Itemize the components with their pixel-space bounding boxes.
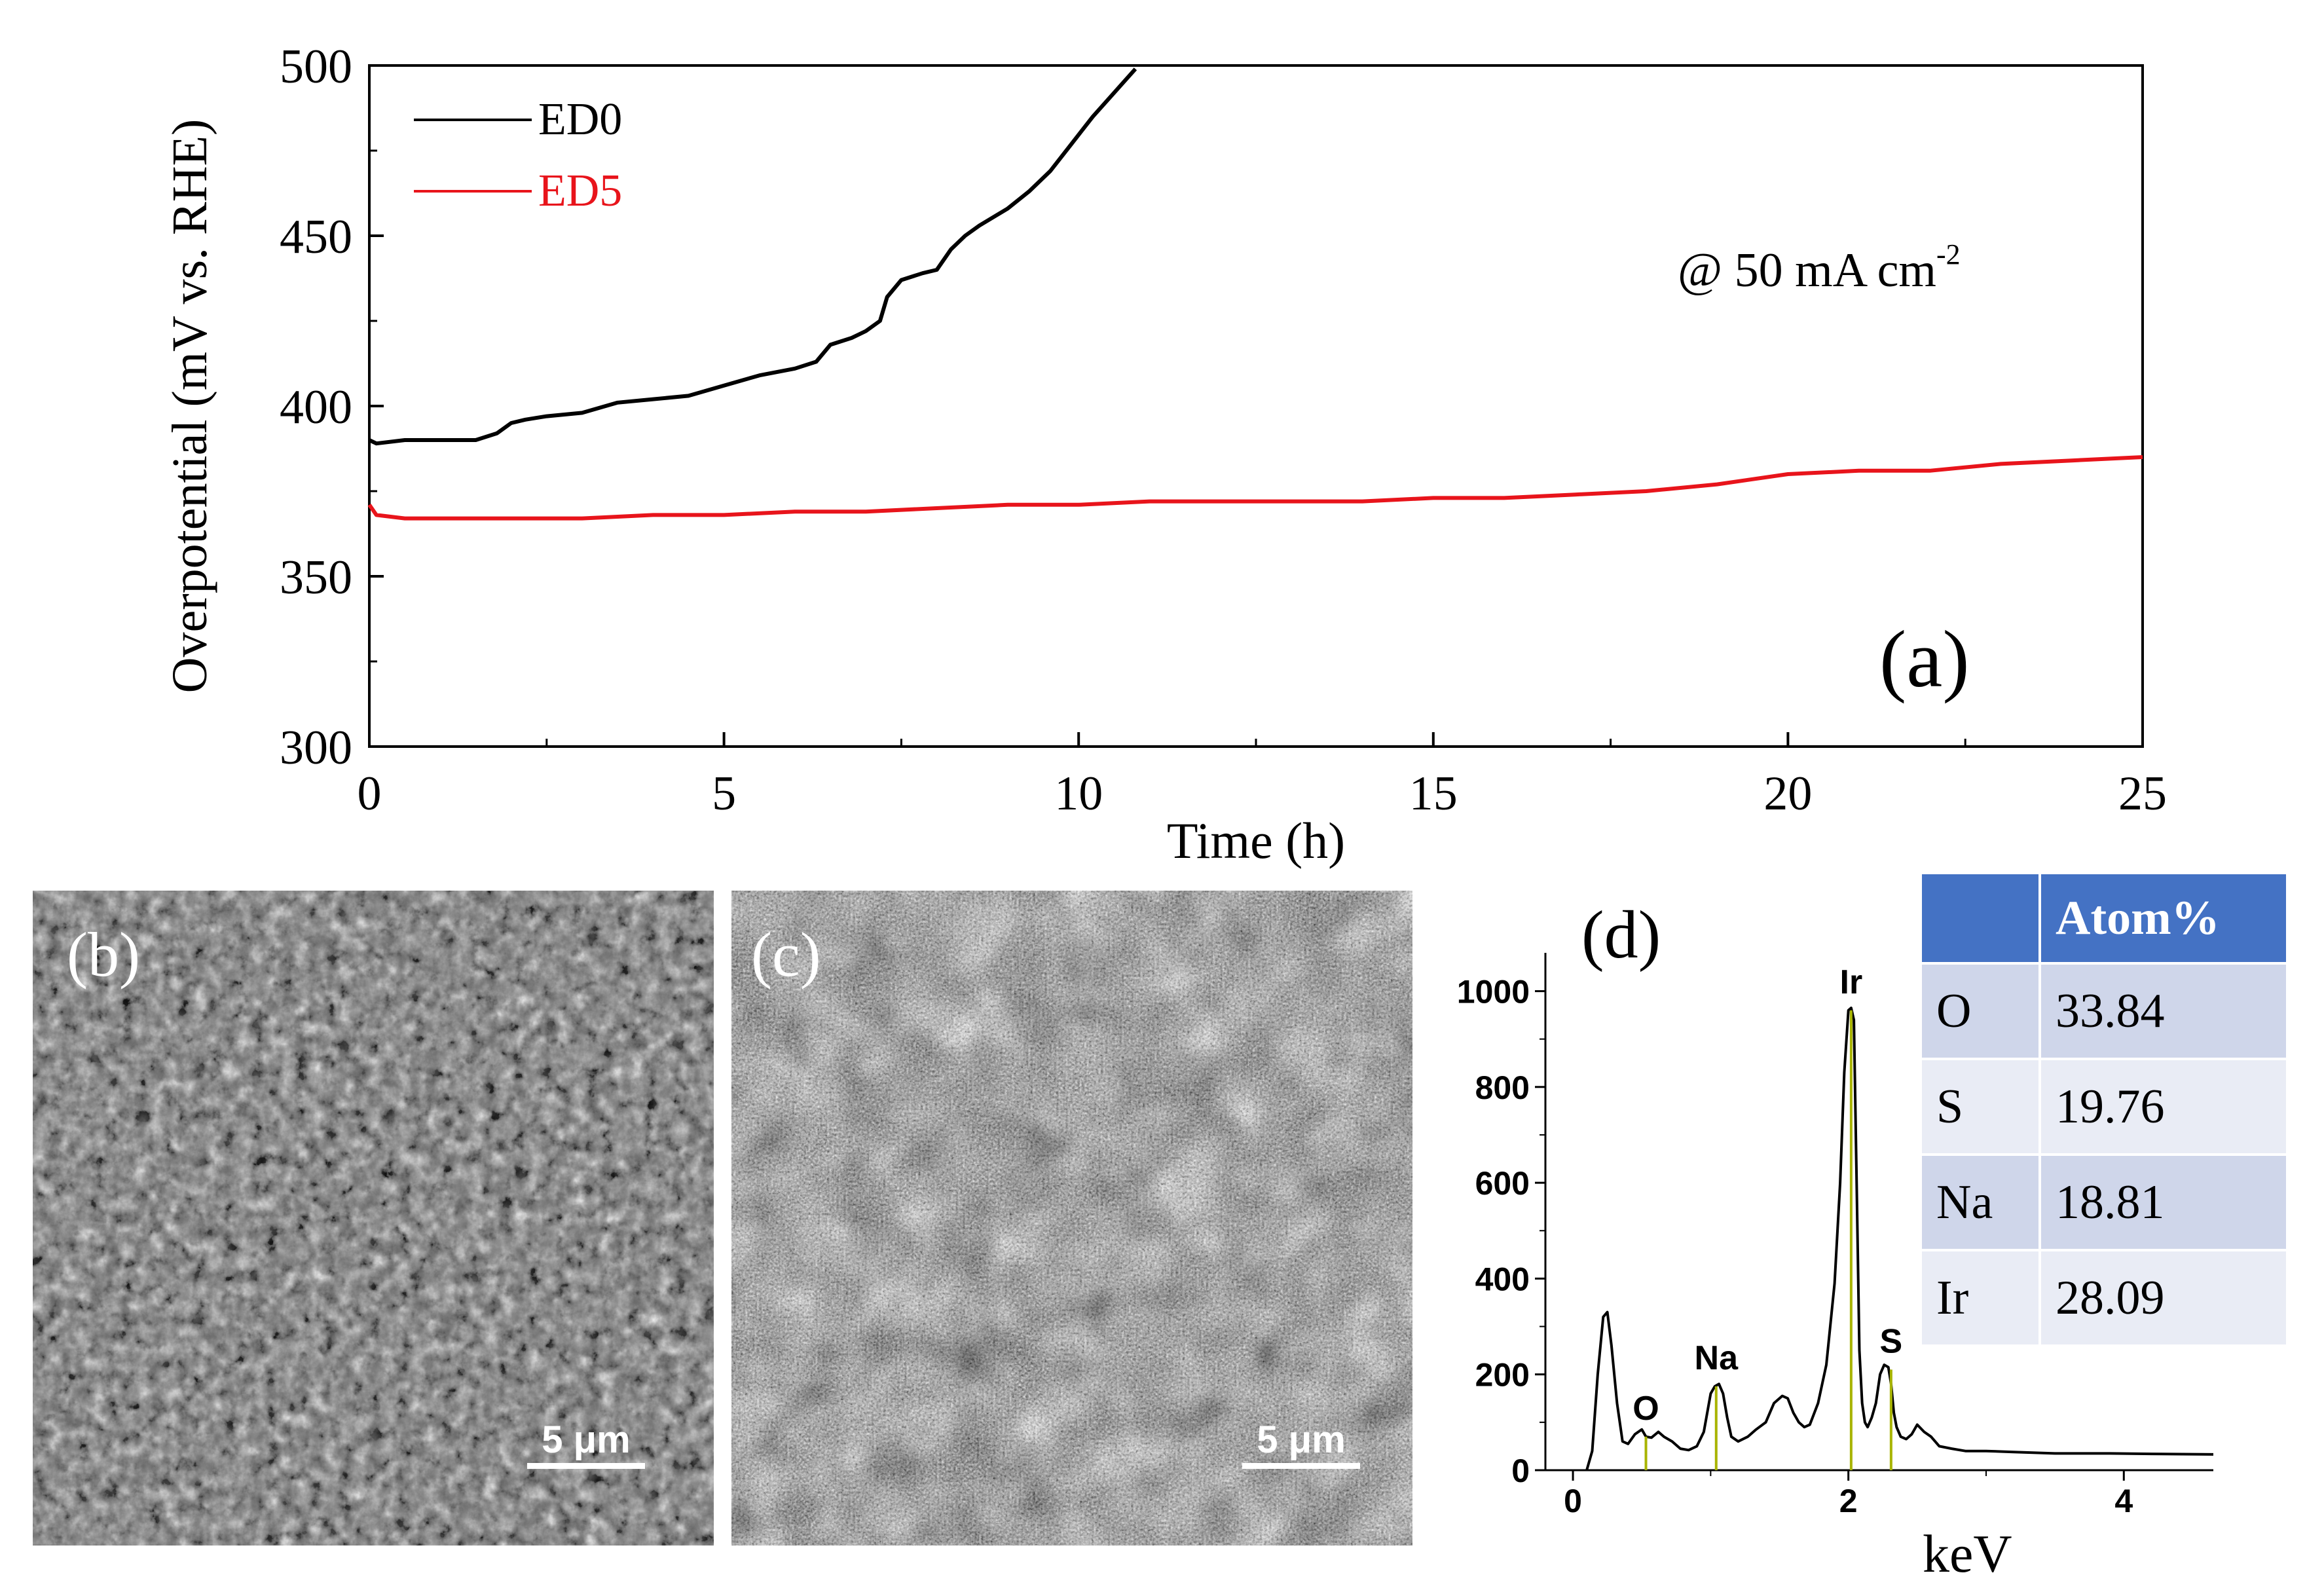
atom-percent-table: Atom% O 33.84 S 19.76 Na 18.81 Ir 28.09 xyxy=(1922,874,2289,1347)
panel-d-label: (d) xyxy=(1581,897,1661,972)
table-row: Na 18.81 xyxy=(1922,1156,2289,1251)
series-line-ed5 xyxy=(367,455,2143,521)
table-header-atom-percent: Atom% xyxy=(2041,874,2289,965)
table-row: S 19.76 xyxy=(1922,1060,2289,1156)
annotation-superscript: -2 xyxy=(1936,238,1961,270)
scale-bar-b-text: 5 μm xyxy=(542,1418,631,1461)
y-tick-label: 600 xyxy=(1475,1165,1530,1202)
x-tick-label: 4 xyxy=(2114,1483,2133,1519)
table-row: O 33.84 xyxy=(1922,965,2289,1060)
panel-a-chart: 0 5 10 15 20 25 300 350 400 450 500 ED0 ED5 @ 50 m… xyxy=(162,40,2167,869)
x-tick-label: 0 xyxy=(1564,1483,1582,1519)
y-tick-label: 200 xyxy=(1475,1357,1530,1394)
legend-ed0-label: ED0 xyxy=(538,94,622,145)
y-tick-label: 500 xyxy=(280,40,352,94)
panel-c-label: (c) xyxy=(751,919,821,990)
table-cell-element: S xyxy=(1922,1060,2041,1156)
table-cell-value: 28.09 xyxy=(2041,1251,2289,1347)
panel-a-y-axis-label: Overpotential (mV vs. RHE) xyxy=(162,119,217,694)
sem-image-c: (c) 5 μm xyxy=(731,891,1412,1546)
x-tick-label: 2 xyxy=(1839,1483,1858,1519)
y-tick-label: 400 xyxy=(1475,1261,1530,1297)
panel-a-plot-frame xyxy=(368,64,2144,748)
scale-bar-c-line xyxy=(1242,1463,1360,1469)
table-cell-element: O xyxy=(1922,965,2041,1060)
table-header-element xyxy=(1922,874,2041,965)
y-tick-label: 1000 xyxy=(1457,974,1530,1010)
y-tick-label: 300 xyxy=(280,721,352,775)
table-cell-value: 33.84 xyxy=(2041,965,2289,1060)
y-tick-label: 400 xyxy=(280,380,352,434)
scale-bar-c: 5 μm xyxy=(1242,1418,1360,1469)
eds-spectrum-line xyxy=(1585,1007,2214,1471)
y-tick-label: 0 xyxy=(1511,1453,1530,1489)
scale-bar-b: 5 μm xyxy=(527,1418,645,1469)
y-tick-label: 450 xyxy=(280,210,352,264)
x-tick-label: 20 xyxy=(1763,767,1812,821)
table-cell-element: Na xyxy=(1922,1156,2041,1251)
scale-bar-b-line xyxy=(527,1463,645,1469)
legend-ed5-label: ED5 xyxy=(538,166,622,216)
series-line-ed0 xyxy=(368,67,1137,446)
y-tick-label: 800 xyxy=(1475,1069,1530,1106)
peak-label-s: S xyxy=(1880,1322,1903,1360)
panel-a-label: (a) xyxy=(1879,614,1970,704)
panel-a-legend: ED0 ED5 xyxy=(414,94,622,216)
x-tick-label: 25 xyxy=(2118,767,2167,821)
peak-label-o: O xyxy=(1632,1390,1659,1428)
sem-image-b: (b) 5 μm xyxy=(33,891,714,1546)
panel-a-x-axis-label: Time (h) xyxy=(1167,812,1345,869)
x-tick-label: 15 xyxy=(1409,767,1458,821)
scale-bar-c-text: 5 μm xyxy=(1257,1418,1346,1461)
table-row: Ir 28.09 xyxy=(1922,1251,2289,1347)
panel-a-annotation: @ 50 mA cm-2 xyxy=(1678,238,1961,297)
table-cell-element: Ir xyxy=(1922,1251,2041,1347)
panel-d-x-axis-label: keV xyxy=(1923,1524,2012,1583)
table-cell-value: 19.76 xyxy=(2041,1060,2289,1156)
peak-label-na: Na xyxy=(1695,1339,1739,1377)
table-cell-value: 18.81 xyxy=(2041,1156,2289,1251)
x-tick-label: 10 xyxy=(1054,767,1103,821)
x-tick-label: 0 xyxy=(358,767,382,821)
peak-label-ir: Ir xyxy=(1840,963,1863,1001)
sem-texture-c xyxy=(731,891,1412,1546)
y-tick-label: 350 xyxy=(280,551,352,604)
annotation-text: @ 50 mA cm xyxy=(1678,244,1936,297)
panel-b-label: (b) xyxy=(67,919,140,990)
sem-texture-b xyxy=(33,891,714,1546)
table-header-row: Atom% xyxy=(1922,874,2289,965)
x-tick-label: 5 xyxy=(712,767,736,821)
